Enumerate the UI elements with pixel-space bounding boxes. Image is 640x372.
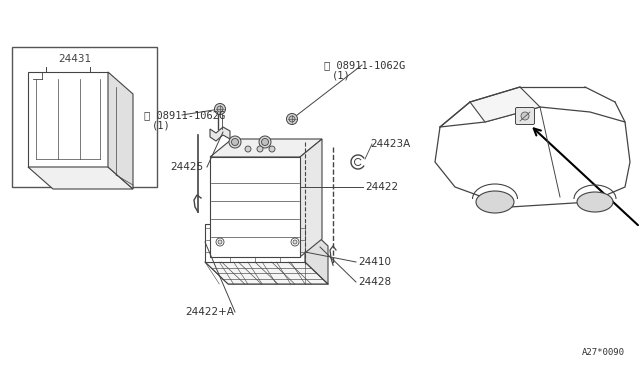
Polygon shape bbox=[205, 262, 328, 284]
Text: ⓝ 08911-1062G: ⓝ 08911-1062G bbox=[144, 110, 225, 120]
Circle shape bbox=[232, 138, 239, 145]
Ellipse shape bbox=[577, 192, 613, 212]
Circle shape bbox=[262, 138, 269, 145]
Polygon shape bbox=[28, 167, 133, 189]
Circle shape bbox=[287, 113, 298, 125]
Polygon shape bbox=[210, 157, 300, 257]
Polygon shape bbox=[28, 72, 108, 167]
Polygon shape bbox=[470, 87, 540, 122]
Text: 24422+A: 24422+A bbox=[185, 307, 234, 317]
Text: A27*0090: A27*0090 bbox=[582, 348, 625, 357]
Circle shape bbox=[214, 103, 225, 115]
Bar bbox=[12, 47, 157, 187]
Circle shape bbox=[217, 106, 223, 112]
Circle shape bbox=[291, 238, 299, 246]
Text: 24425: 24425 bbox=[170, 162, 203, 172]
Polygon shape bbox=[108, 72, 133, 189]
Polygon shape bbox=[435, 107, 630, 207]
Polygon shape bbox=[305, 224, 328, 284]
Polygon shape bbox=[210, 139, 322, 157]
FancyBboxPatch shape bbox=[515, 108, 534, 125]
Text: ⓝ 08911-1062G: ⓝ 08911-1062G bbox=[324, 60, 405, 70]
Circle shape bbox=[257, 146, 263, 152]
Circle shape bbox=[521, 112, 529, 120]
Text: (1): (1) bbox=[152, 120, 171, 130]
Circle shape bbox=[289, 116, 295, 122]
Text: 24423A: 24423A bbox=[370, 139, 410, 149]
Text: (1): (1) bbox=[332, 70, 351, 80]
Text: 24422: 24422 bbox=[365, 182, 398, 192]
Polygon shape bbox=[300, 139, 322, 257]
Circle shape bbox=[259, 136, 271, 148]
Text: 24431: 24431 bbox=[58, 54, 91, 64]
Ellipse shape bbox=[476, 191, 514, 213]
Text: 24428: 24428 bbox=[358, 277, 391, 287]
Circle shape bbox=[229, 136, 241, 148]
Text: 24410: 24410 bbox=[358, 257, 391, 267]
Circle shape bbox=[216, 238, 224, 246]
Polygon shape bbox=[205, 224, 305, 262]
Circle shape bbox=[245, 146, 251, 152]
Polygon shape bbox=[210, 127, 230, 141]
Circle shape bbox=[293, 240, 297, 244]
Circle shape bbox=[269, 146, 275, 152]
Circle shape bbox=[218, 240, 222, 244]
